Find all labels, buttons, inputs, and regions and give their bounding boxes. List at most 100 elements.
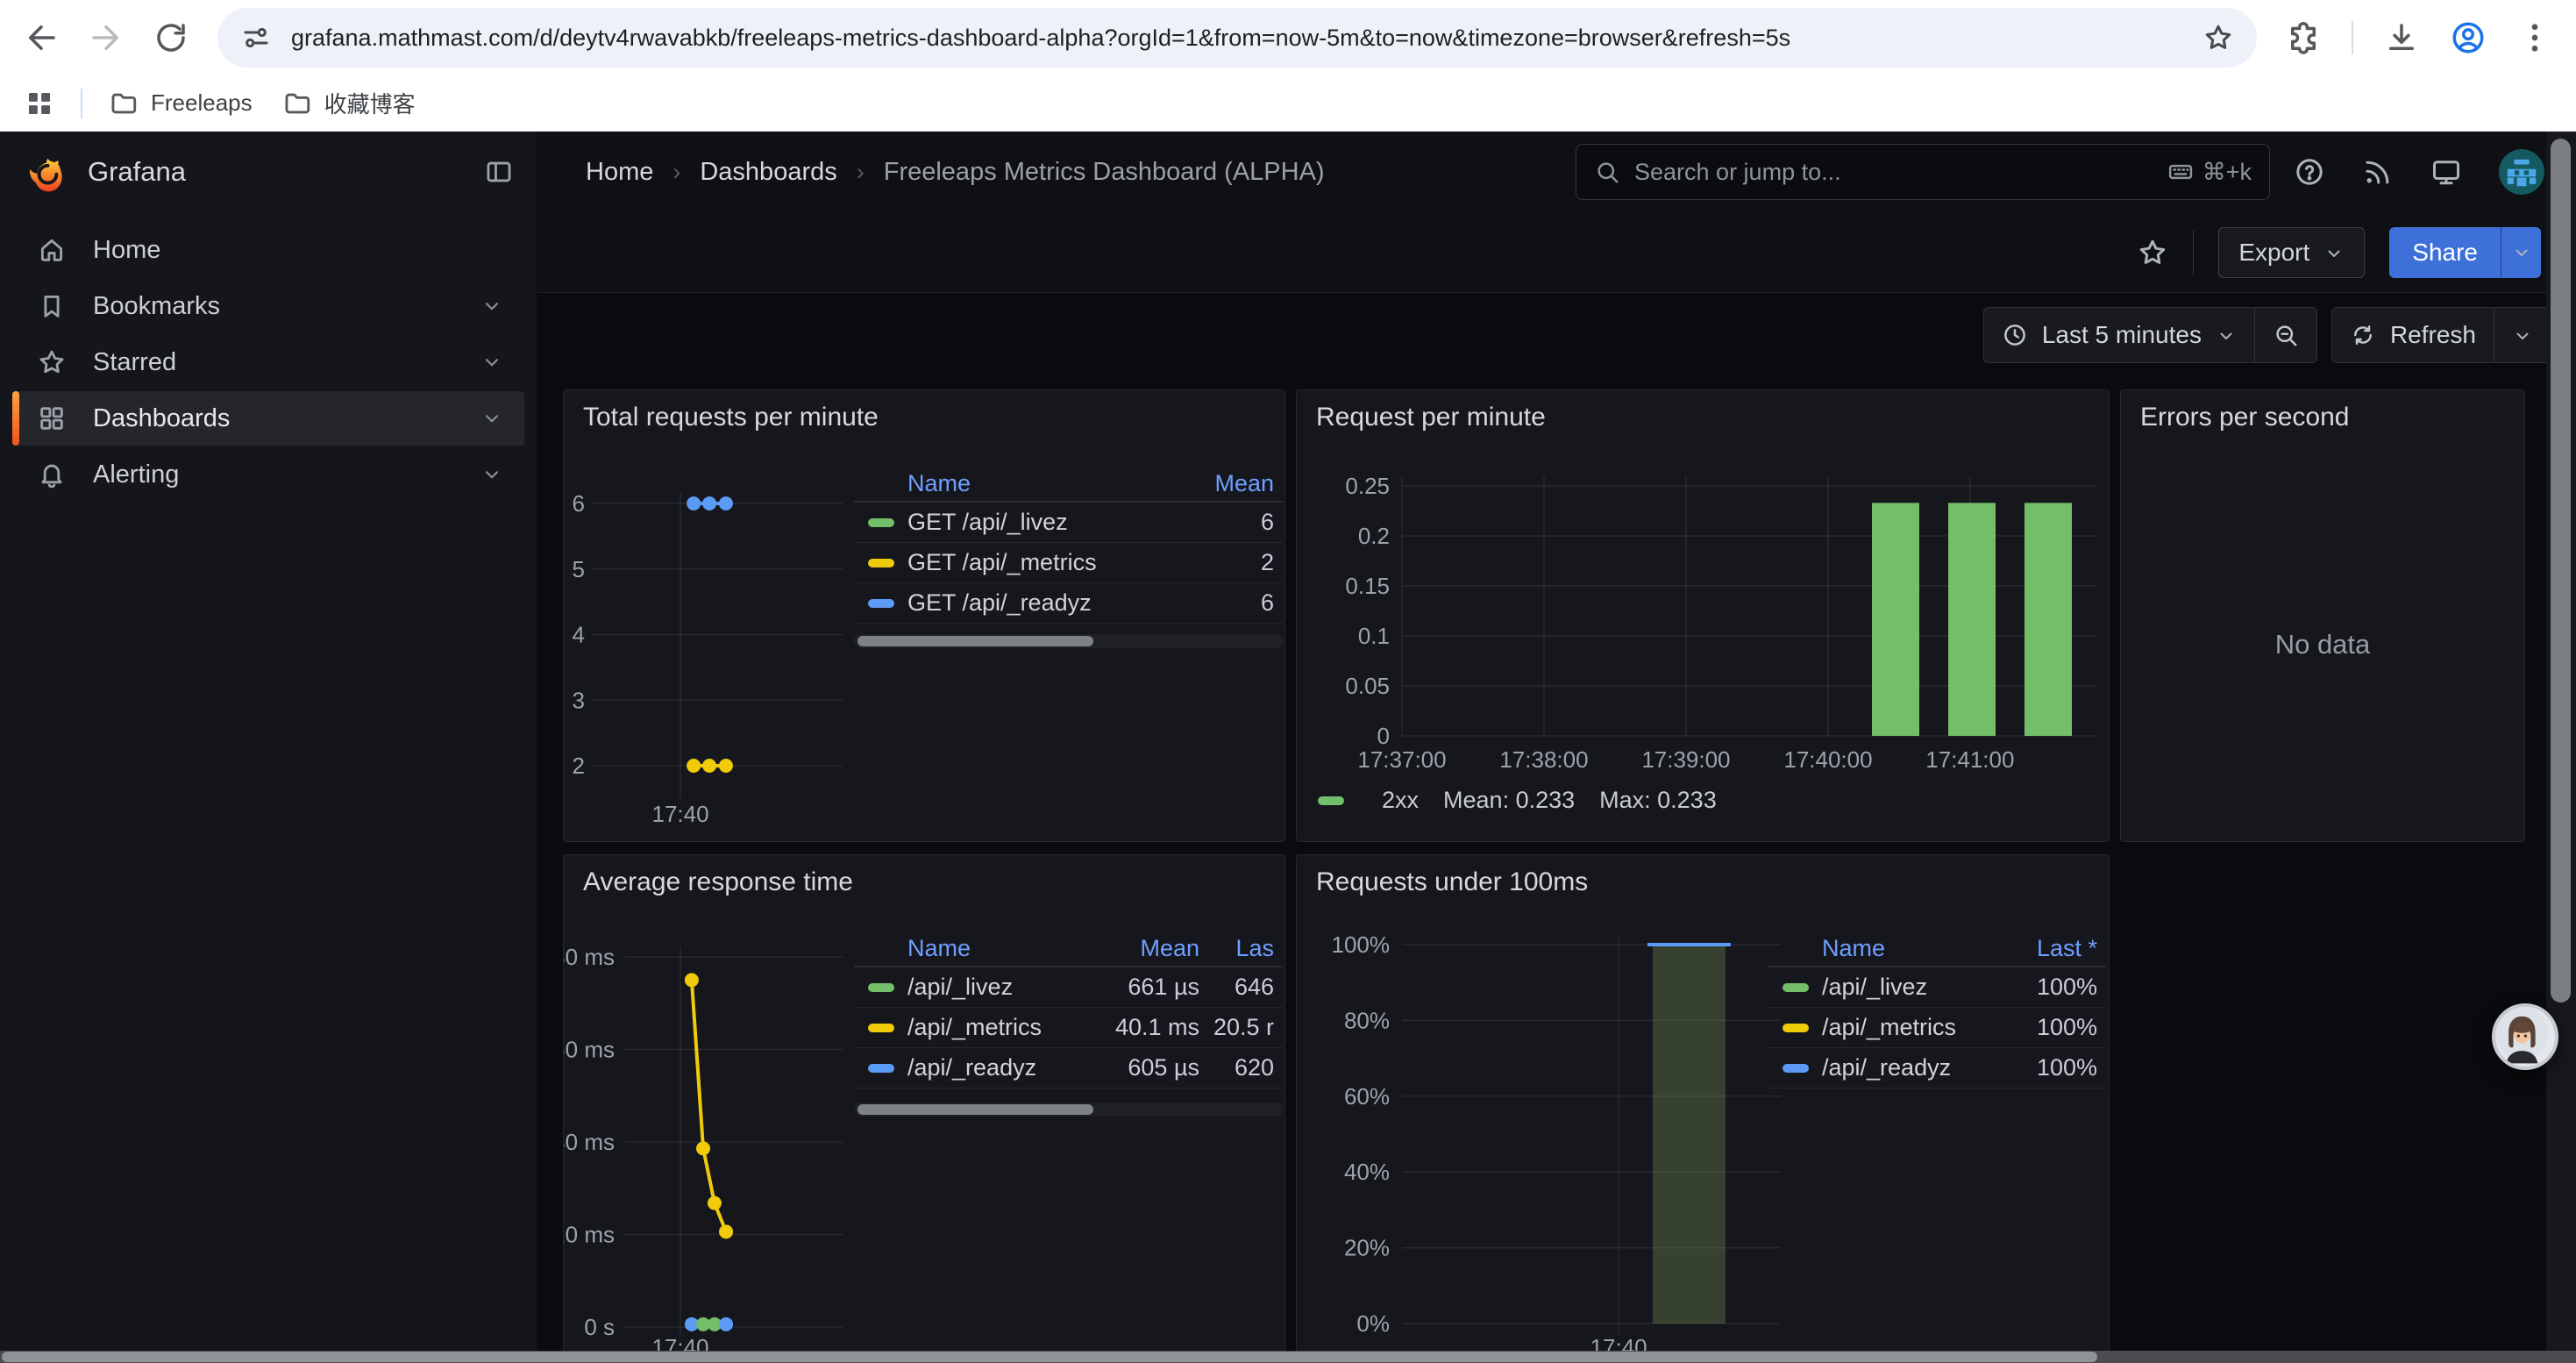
series-name: GET /api/_metrics [907,549,1169,576]
zoom-out-icon [2273,322,2299,348]
bookmark-items: Freeleaps 收藏博客 [109,87,416,119]
horizontal-scrollbar-thumb[interactable] [2,1352,2097,1362]
legend-row[interactable]: /api/_livez661 µs646 [854,967,1283,1008]
grafana-logo-icon[interactable] [23,151,65,193]
vertical-scrollbar-thumb[interactable] [2551,139,2571,1003]
legend-scrollbar[interactable] [854,634,1283,648]
series-swatch [1783,1064,1809,1073]
share-dropdown-button[interactable] [2501,227,2541,278]
series-name: /api/_readyz [1822,1054,1992,1081]
bookmark-folder[interactable]: 收藏博客 [282,87,416,119]
sidebar: Grafana HomeBookmarksStarredDashboardsAl… [0,132,537,1363]
legend-inline[interactable]: 2xx Mean: 0.233 Max: 0.233 [1318,787,1717,814]
browser-menu-icon[interactable] [2516,19,2553,56]
apps-grid-icon[interactable] [25,89,54,118]
search-input[interactable]: Search or jump to... ⌘+k [1576,144,2270,200]
legend-column-header[interactable]: Las [1199,935,1274,962]
panel-title[interactable]: Total requests per minute [583,403,879,432]
legend-column-header[interactable]: Last * [1992,935,2097,962]
downloads-icon[interactable] [2383,19,2420,56]
legend-row[interactable]: GET /api/_livez6 [854,503,1283,543]
legend-row[interactable]: /api/_metrics40.1 ms20.5 r [854,1008,1283,1048]
breadcrumb-item[interactable]: Home [586,158,653,187]
assistant-avatar[interactable] [2492,1003,2558,1070]
site-settings-icon[interactable] [240,22,272,54]
help-icon[interactable] [2294,156,2325,188]
back-icon[interactable] [23,19,60,56]
vertical-scrollbar[interactable] [2546,132,2576,1363]
bookmark-label: 收藏博客 [324,87,416,119]
sidebar-item-home[interactable]: Home [12,223,524,277]
legend-row[interactable]: /api/_readyz605 µs620 [854,1048,1283,1088]
scrollbar-thumb[interactable] [857,636,1093,646]
panel-title[interactable]: Requests under 100ms [1316,867,1588,897]
chevron-down-icon[interactable] [480,351,503,374]
favorite-dashboard-icon[interactable] [2137,237,2168,268]
svg-text:0%: 0% [1356,1310,1390,1337]
panel-title[interactable]: Request per minute [1316,403,1546,432]
legend-row[interactable]: /api/_livez100% [1768,967,2106,1008]
legend-row[interactable]: /api/_readyz100% [1768,1048,2106,1088]
sidebar-item-bookmarks[interactable]: Bookmarks [12,279,524,333]
forward-icon[interactable] [88,19,125,56]
bookmark-folder[interactable]: Freeleaps [109,87,253,119]
legend-column-header[interactable]: Name [1822,935,1992,962]
series-value: 100% [1992,974,2097,1001]
chevron-down-icon[interactable] [480,463,503,486]
legend-row[interactable]: /api/_metrics100% [1768,1008,2106,1048]
panel-title[interactable]: Errors per second [2140,403,2349,432]
export-button[interactable]: Export [2218,227,2365,278]
page-header: Home›Dashboards›Freeleaps Metrics Dashbo… [537,132,2576,212]
series-name: GET /api/_livez [907,509,1169,536]
series-value: 6 [1169,509,1274,536]
legend-column-header[interactable]: Mean [1068,935,1199,962]
series-value: 2 [1169,549,1274,576]
horizontal-scrollbar[interactable] [0,1351,2576,1363]
refresh-interval-button[interactable] [2494,308,2551,362]
legend-scrollbar[interactable] [854,1103,1283,1117]
no-data-message: No data [2121,629,2524,660]
series-swatch [868,599,894,608]
svg-text:20 ms: 20 ms [564,1222,615,1248]
profile-icon[interactable] [2450,19,2487,56]
chevron-down-icon[interactable] [480,295,503,318]
svg-text:17:37:00: 17:37:00 [1357,746,1446,773]
sidebar-item-dashboards[interactable]: Dashboards [12,391,524,446]
series-name: /api/_readyz [907,1054,1068,1081]
panel-title[interactable]: Average response time [583,867,853,897]
search-icon [1594,159,1620,185]
refresh-label: Refresh [2390,321,2476,349]
svg-text:0.05: 0.05 [1345,673,1390,699]
scrollbar-thumb[interactable] [857,1104,1093,1115]
breadcrumb-item[interactable]: Dashboards [700,158,836,187]
share-button-label[interactable]: Share [2389,227,2501,278]
legend-column-header[interactable]: Name [907,935,1068,962]
kiosk-icon[interactable] [2430,156,2462,188]
sidebar-item-label: Bookmarks [93,292,220,321]
time-range-button[interactable]: Last 5 minutes [1984,308,2254,362]
svg-text:40%: 40% [1344,1159,1390,1185]
legend-column-header[interactable]: Name [907,470,1169,497]
legend-column-header[interactable]: Mean [1169,470,1274,497]
dock-menu-icon[interactable] [484,157,514,187]
legend-row[interactable]: GET /api/_readyz6 [854,583,1283,624]
extensions-icon[interactable] [2285,19,2322,56]
sidebar-item-starred[interactable]: Starred [12,335,524,389]
svg-text:60 ms: 60 ms [564,1037,615,1063]
breadcrumb-item[interactable]: Freeleaps Metrics Dashboard (ALPHA) [884,158,1325,187]
url-bar[interactable]: grafana.mathmast.com/d/deytv4rwavabkb/fr… [217,8,2257,68]
svg-text:5: 5 [573,556,585,582]
share-button[interactable]: Share [2389,227,2541,278]
chevron-down-icon[interactable] [480,407,503,430]
bookmark-star-icon[interactable] [2202,22,2234,54]
reload-icon[interactable] [153,19,189,56]
news-icon[interactable] [2362,156,2394,188]
refresh-button[interactable]: Refresh [2332,308,2494,362]
user-avatar[interactable] [2499,149,2544,195]
sidebar-item-alerting[interactable]: Alerting [12,447,524,502]
series-value: 661 µs [1068,974,1199,1001]
legend-header: NameMeanLas [854,931,1283,967]
series-name: /api/_metrics [1822,1014,1992,1041]
legend-row[interactable]: GET /api/_metrics2 [854,543,1283,583]
zoom-out-button[interactable] [2255,308,2316,362]
